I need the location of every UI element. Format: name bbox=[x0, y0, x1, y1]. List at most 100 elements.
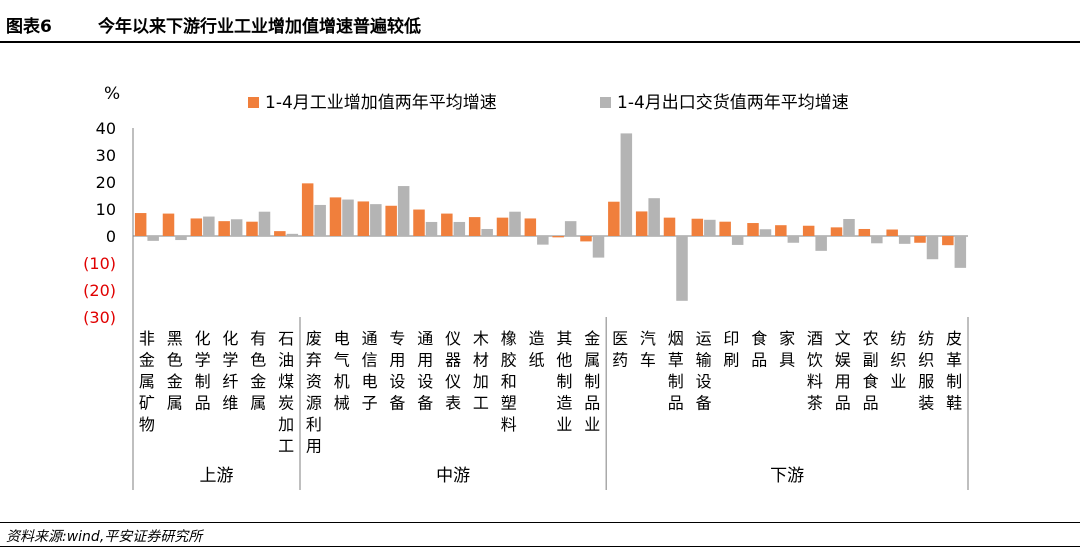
bar-value-added-5 bbox=[246, 221, 258, 236]
axes: 40 30 20 10 0 (10) (20) (30) bbox=[83, 119, 968, 327]
bar-value-added-29 bbox=[914, 236, 926, 243]
category-char: 其 bbox=[556, 329, 572, 348]
category-char: 和 bbox=[501, 372, 517, 391]
category-label: 汽车 bbox=[640, 329, 656, 370]
group-label: 下游 bbox=[770, 466, 804, 486]
category-labels: 非金属矿物黑色金属化学制品化学纤维有色金属石油煤炭加工废弃资源利用电气机械通信电… bbox=[139, 329, 962, 456]
category-label: 印刷 bbox=[723, 329, 739, 370]
category-char: 加 bbox=[473, 372, 489, 391]
category-char: 械 bbox=[334, 394, 350, 413]
category-char: 刷 bbox=[723, 351, 739, 370]
category-char: 废 bbox=[306, 329, 322, 348]
category-char: 金 bbox=[167, 372, 183, 391]
category-char: 工 bbox=[278, 437, 294, 456]
bar-export-24 bbox=[787, 236, 800, 243]
bar-export-7 bbox=[314, 204, 326, 236]
category-char: 备 bbox=[417, 394, 433, 413]
category-char: 车 bbox=[640, 351, 656, 370]
category-char: 汽 bbox=[640, 329, 656, 348]
category-char: 木 bbox=[473, 329, 489, 348]
category-char: 饮 bbox=[807, 351, 823, 370]
footer-rule-bottom bbox=[0, 546, 1080, 547]
category-char: 用 bbox=[306, 437, 322, 456]
category-char: 设 bbox=[389, 372, 405, 391]
bar-export-21 bbox=[704, 219, 716, 236]
footer-rule bbox=[0, 522, 1080, 523]
category-char: 电 bbox=[362, 372, 378, 391]
category-char: 医 bbox=[612, 329, 628, 348]
category-char: 革 bbox=[946, 351, 962, 370]
category-label: 家具 bbox=[779, 329, 795, 370]
category-char: 金 bbox=[584, 329, 600, 348]
y-tick-label: 30 bbox=[96, 146, 116, 165]
category-char: 用 bbox=[417, 351, 433, 370]
category-char: 维 bbox=[222, 394, 238, 413]
category-char: 料 bbox=[807, 372, 823, 391]
category-char: 橡 bbox=[501, 329, 517, 348]
bar-export-16 bbox=[564, 221, 577, 236]
category-char: 工 bbox=[473, 394, 489, 413]
bar-export-18 bbox=[620, 133, 633, 236]
bar-export-27 bbox=[871, 236, 883, 244]
bar-export-3 bbox=[203, 216, 215, 236]
category-char: 娱 bbox=[835, 351, 851, 370]
category-char: 属 bbox=[139, 372, 155, 391]
category-char: 非 bbox=[139, 329, 155, 348]
category-char: 弃 bbox=[306, 351, 322, 370]
category-char: 通 bbox=[362, 329, 378, 348]
category-label: 医药 bbox=[612, 329, 628, 370]
category-char: 制 bbox=[556, 372, 572, 391]
category-char: 家 bbox=[779, 329, 795, 348]
category-char: 色 bbox=[250, 351, 266, 370]
category-char: 学 bbox=[222, 351, 238, 370]
bar-value-added-18 bbox=[608, 201, 620, 236]
category-char: 石 bbox=[278, 329, 294, 348]
bar-export-23 bbox=[759, 229, 772, 236]
category-char: 业 bbox=[890, 372, 906, 391]
bar-value-added-4 bbox=[218, 221, 230, 236]
bar-value-added-2 bbox=[162, 213, 175, 236]
bar-value-added-17 bbox=[580, 236, 592, 242]
category-char: 化 bbox=[195, 329, 211, 348]
category-char: 机 bbox=[334, 372, 350, 391]
source-note: 资料来源:wind,平安证券研究所 bbox=[6, 529, 203, 545]
category-char: 品 bbox=[863, 394, 879, 413]
category-char: 仪 bbox=[445, 372, 461, 391]
category-char: 品 bbox=[751, 351, 767, 370]
bar-value-added-9 bbox=[357, 201, 370, 236]
y-tick-label: (10) bbox=[83, 254, 116, 273]
bar-value-added-19 bbox=[635, 211, 648, 236]
category-char: 胶 bbox=[501, 351, 517, 370]
legend: 1-4月工业增加值两年平均增速 1-4月出口交货值两年平均增速 bbox=[248, 93, 849, 113]
category-char: 加 bbox=[278, 415, 294, 434]
category-char: 信 bbox=[362, 351, 378, 370]
bar-export-17 bbox=[592, 236, 605, 258]
bar-value-added-8 bbox=[329, 197, 342, 236]
category-char: 具 bbox=[779, 351, 795, 370]
category-label: 食品 bbox=[751, 329, 767, 370]
category-char: 制 bbox=[668, 372, 684, 391]
category-char: 药 bbox=[612, 351, 628, 370]
group-label: 上游 bbox=[200, 466, 234, 486]
y-tick-label: 10 bbox=[96, 200, 116, 219]
category-char: 输 bbox=[696, 351, 712, 370]
category-char: 通 bbox=[417, 329, 433, 348]
bar-value-added-6 bbox=[274, 231, 286, 236]
bar-export-9 bbox=[370, 204, 382, 236]
category-char: 造 bbox=[529, 329, 545, 348]
category-char: 矿 bbox=[139, 394, 155, 413]
category-char: 农 bbox=[863, 329, 879, 348]
category-label: 造纸 bbox=[529, 329, 545, 370]
category-char: 文 bbox=[835, 329, 851, 348]
category-char: 黑 bbox=[167, 329, 183, 348]
bar-export-11 bbox=[425, 221, 438, 236]
